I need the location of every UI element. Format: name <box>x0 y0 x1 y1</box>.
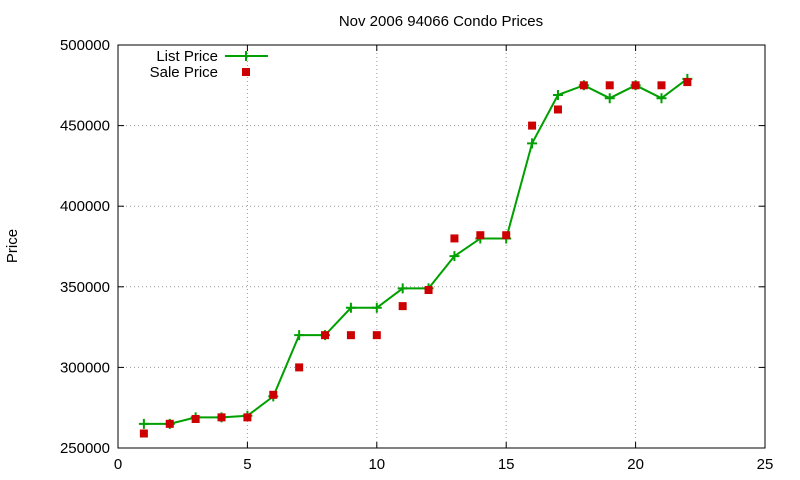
y-tick-label: 300000 <box>60 359 110 376</box>
x-tick-label: 5 <box>243 456 251 473</box>
sale-price-point <box>683 78 692 87</box>
sale-price-point <box>502 231 511 240</box>
x-tick-label: 15 <box>498 456 515 473</box>
x-tick-label: 0 <box>114 456 122 473</box>
list-price-point <box>138 418 149 429</box>
sale-price-point <box>450 234 459 243</box>
y-axis-label: Price <box>4 229 21 263</box>
sale-price-point <box>269 390 278 399</box>
list-price-point <box>656 93 667 104</box>
sale-price-point <box>605 81 614 90</box>
sale-price-point <box>321 331 330 340</box>
y-tick-label: 450000 <box>60 118 110 135</box>
sale-price-point <box>424 286 433 295</box>
sale-price-point <box>398 302 407 311</box>
series-layer <box>138 73 693 438</box>
x-tick-label: 25 <box>757 456 774 473</box>
list-price-point <box>552 89 563 100</box>
sale-price-point <box>243 413 252 422</box>
sale-price-point <box>139 429 148 438</box>
legend-square-marker <box>242 68 250 76</box>
list-price-point <box>345 302 356 313</box>
list-price-point <box>604 93 615 104</box>
sale-price-point <box>295 363 304 372</box>
sale-price-point <box>476 231 485 240</box>
sale-price-point <box>217 413 226 422</box>
list-price-point <box>294 330 305 341</box>
series-2 <box>139 78 692 438</box>
sale-price-point <box>191 414 200 423</box>
list-price-point <box>371 302 382 313</box>
x-tick-label: 10 <box>368 456 385 473</box>
sale-price-point <box>579 81 588 90</box>
list-price-line <box>143 78 688 425</box>
series-1 <box>138 73 693 429</box>
x-tick-label: 20 <box>627 456 644 473</box>
y-tick-label: 500000 <box>60 37 110 54</box>
y-tick-label: 250000 <box>60 440 110 457</box>
legend-plus-marker <box>241 51 251 61</box>
sale-price-point <box>528 121 537 130</box>
sale-price-point <box>372 331 381 340</box>
sale-price-point <box>346 331 355 340</box>
y-tick-label: 400000 <box>60 198 110 215</box>
chart-title: Nov 2006 94066 Condo Prices <box>339 13 543 30</box>
list-price-point <box>397 283 408 294</box>
list-price-point <box>449 251 460 262</box>
list-price-point <box>527 138 538 149</box>
sale-price-point <box>657 81 666 90</box>
axis-ticks: 250000 300000 350000 400000 450000 500000 0 5 10… <box>60 37 773 473</box>
grid <box>118 45 765 448</box>
legend-label: Sale Price <box>150 64 218 81</box>
plot-frame <box>117 44 766 449</box>
legend-label: List Price <box>156 48 218 65</box>
y-tick-label: 350000 <box>60 279 110 296</box>
sale-price-point <box>165 419 174 428</box>
sale-price-point <box>631 81 640 90</box>
sale-price-point <box>553 105 562 114</box>
